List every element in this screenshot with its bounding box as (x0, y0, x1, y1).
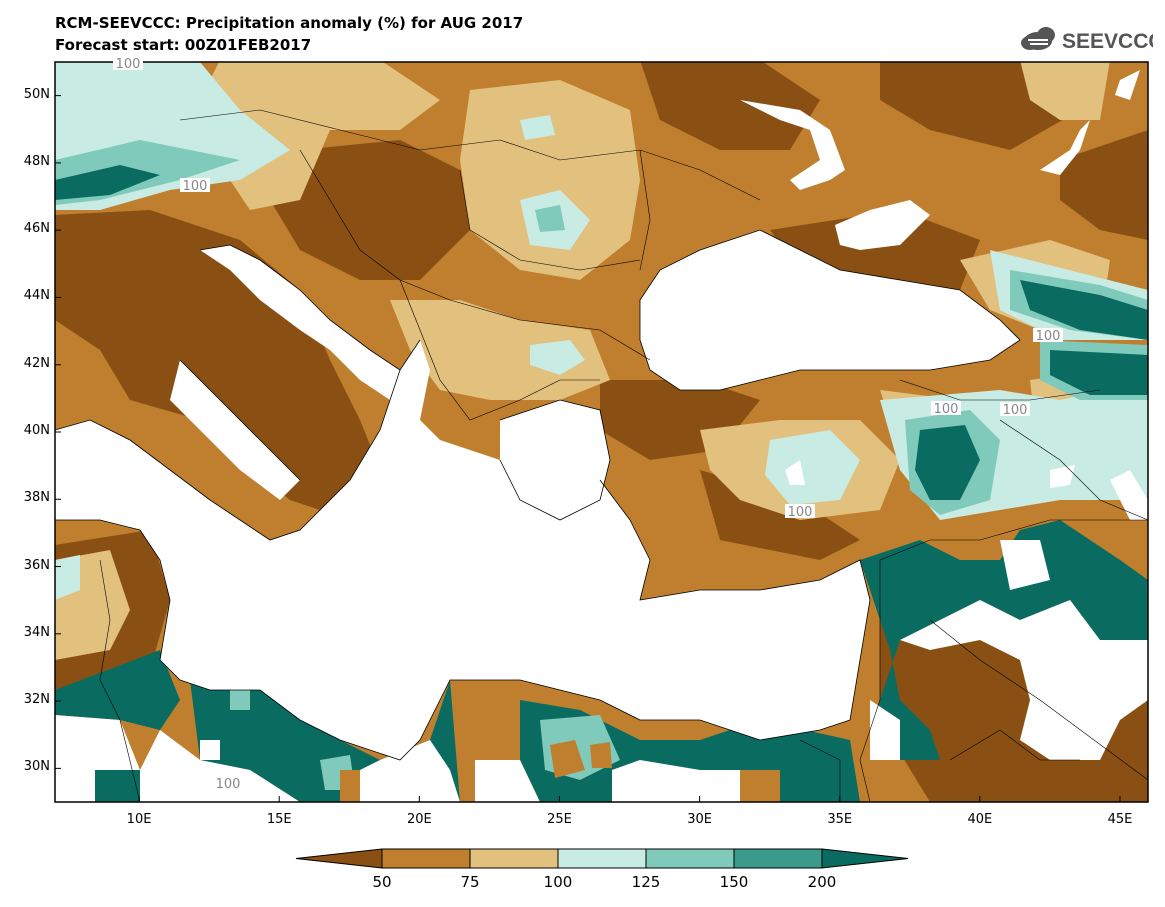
map-field (55, 62, 1148, 802)
lon-label: 45E (1107, 812, 1133, 827)
lat-label: 34N (23, 624, 50, 640)
colorbar-segment (645, 848, 735, 869)
coastlines (55, 229, 1021, 761)
map-title: RCM-SEEVCCC: Precipitation anomaly (%) f… (55, 14, 524, 32)
contour-label: 100 (1036, 329, 1061, 344)
lat-label: 36N (23, 557, 50, 573)
sea-and-nodata (55, 70, 1148, 802)
lat-label: 38N (23, 490, 50, 506)
colorbar-segment (557, 848, 647, 869)
country-borders (99, 109, 1148, 802)
colorbar-segment (381, 848, 471, 869)
lon-label: 25E (547, 812, 572, 827)
colorbar-tick-label: 150 (719, 873, 749, 891)
seevccc-logo: SEEVCCC (1021, 27, 1153, 53)
colorbar-segment (469, 848, 559, 869)
cloud-icon (1021, 27, 1055, 50)
contour-label: 100 (216, 777, 241, 792)
lon-label: 40E (967, 812, 993, 827)
contour-label: 100 (934, 402, 959, 417)
lat-label: 32N (23, 692, 50, 708)
lon-label: 10E (126, 812, 152, 827)
colorbar-segment (733, 848, 823, 869)
logo-text: SEEVCCC (1062, 30, 1153, 53)
contour-labels: 100 100 100 100 100 100 100 (113, 56, 1063, 792)
field-southern-dry-patches (340, 740, 780, 802)
lat-label: 46N (23, 221, 50, 237)
contour-label: 100 (183, 179, 208, 194)
forecast-start-label: Forecast start: 00Z01FEB2017 (55, 36, 312, 54)
contour-label: 100 (1003, 403, 1028, 418)
lon-label: 15E (266, 812, 292, 827)
colorbar-tick-label: 125 (631, 873, 661, 891)
lat-label: 30N (23, 759, 50, 775)
lat-label: 40N (23, 423, 50, 438)
lat-label: 50N (23, 86, 50, 102)
lon-label: 20E (406, 812, 432, 827)
lat-label: 44N (23, 288, 50, 304)
lon-label: 35E (827, 812, 853, 827)
lat-label: 42N (23, 355, 50, 371)
field-above-150 (55, 165, 1148, 500)
lon-label: 30E (687, 812, 712, 827)
contour-label: 100 (788, 505, 813, 520)
colorbar-segment (295, 848, 383, 869)
contour-label: 100 (116, 57, 141, 72)
lat-label: 48N (23, 153, 50, 169)
colorbar-tick-label: 200 (807, 873, 837, 891)
colorbar-tick-label: 50 (372, 873, 392, 891)
colorbar-tick-label: 100 (543, 873, 573, 891)
axis-ticks (55, 95, 1121, 802)
colorbar-segment (821, 848, 909, 869)
colorbar-tick-label: 75 (460, 873, 480, 891)
